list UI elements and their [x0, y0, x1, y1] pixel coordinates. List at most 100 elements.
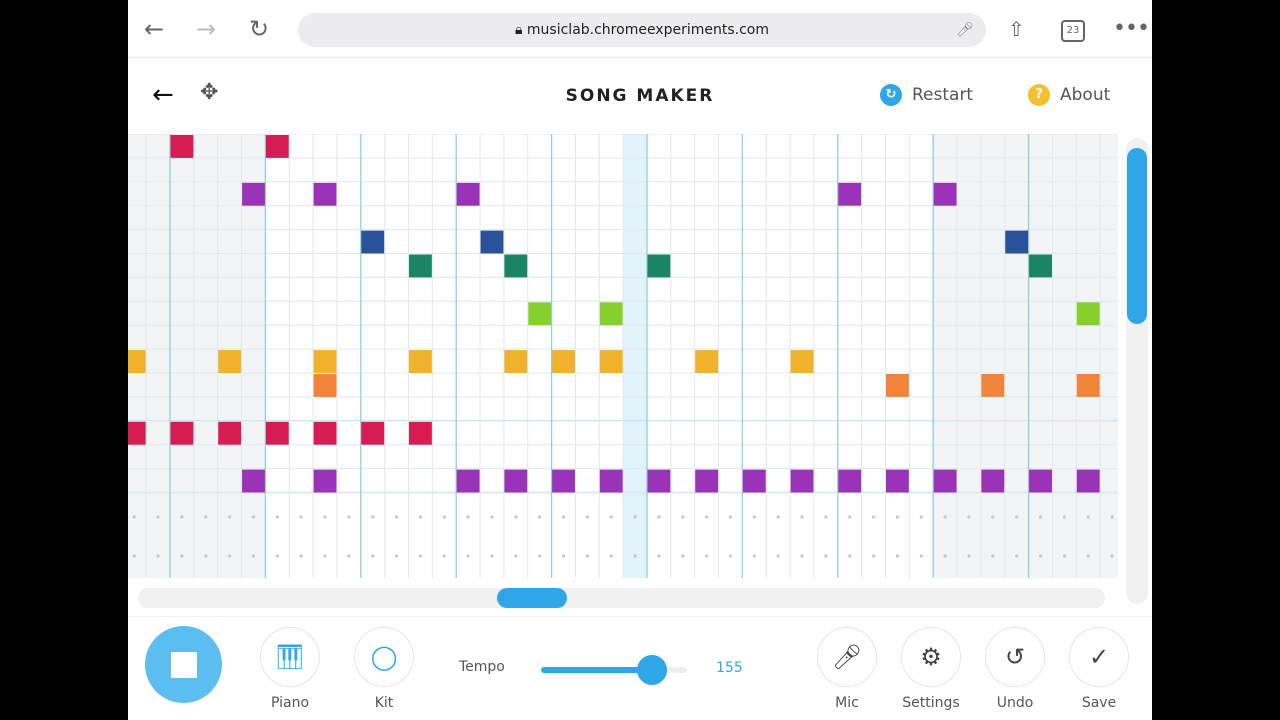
move-icon[interactable]: ✥ [200, 80, 219, 105]
note[interactable] [128, 350, 146, 373]
note[interactable] [480, 230, 504, 254]
about-button[interactable]: ? About [1028, 84, 1110, 106]
kit-button[interactable]: ◯ Kit [354, 627, 414, 711]
note[interactable] [242, 182, 265, 206]
note[interactable] [599, 469, 623, 493]
tempo-slider[interactable] [541, 655, 687, 685]
percussion-dot [681, 554, 685, 558]
percussion-dot [228, 554, 232, 558]
note[interactable] [1029, 254, 1052, 278]
percussion-dot [848, 554, 852, 558]
mic-search-icon[interactable]: 🎤︎ [956, 22, 974, 38]
url-text: musiclab.chromeexperiments.com [526, 22, 769, 38]
about-label: About [1060, 85, 1111, 105]
note[interactable] [742, 469, 766, 493]
note[interactable] [528, 302, 552, 326]
note[interactable] [647, 469, 671, 493]
vertical-scroll-thumb[interactable] [1127, 148, 1147, 324]
horizontal-scrollbar[interactable] [138, 588, 1105, 608]
note[interactable] [695, 350, 719, 373]
note[interactable] [242, 469, 265, 493]
note-grid[interactable] [128, 134, 1118, 578]
note[interactable] [886, 374, 909, 397]
piano-button[interactable]: 🎹︎ Piano [260, 627, 320, 711]
note[interactable] [128, 421, 146, 445]
undo-button[interactable]: ↺ Undo [985, 627, 1045, 711]
note[interactable] [313, 182, 337, 206]
percussion-dot [752, 554, 756, 558]
shaded-column [957, 134, 981, 578]
percussion-dot [514, 515, 518, 519]
percussion-dot [800, 515, 804, 519]
percussion-dot [991, 515, 995, 519]
settings-label: Settings [902, 695, 960, 711]
note[interactable] [981, 469, 1005, 493]
note[interactable] [265, 135, 289, 158]
note[interactable] [1029, 469, 1052, 493]
forward-icon[interactable]: → [196, 15, 217, 43]
note[interactable] [933, 469, 957, 493]
note[interactable] [313, 469, 337, 493]
note[interactable] [1005, 230, 1029, 254]
note[interactable] [409, 254, 432, 278]
percussion-dot [967, 515, 971, 519]
vertical-scrollbar[interactable] [1126, 138, 1148, 604]
note[interactable] [456, 182, 480, 206]
note[interactable] [695, 469, 719, 493]
tempo-slider-thumb[interactable] [636, 655, 667, 685]
restart-button[interactable]: ↻ Restart [880, 84, 973, 106]
note[interactable] [218, 350, 242, 373]
note[interactable] [647, 254, 671, 278]
stop-button[interactable] [145, 626, 222, 703]
note[interactable] [504, 469, 528, 493]
note[interactable] [170, 135, 194, 158]
note[interactable] [504, 254, 528, 278]
note[interactable] [933, 182, 957, 206]
percussion-dot [418, 554, 423, 558]
save-button[interactable]: ✓ Save [1069, 627, 1129, 711]
note[interactable] [552, 469, 575, 493]
note[interactable] [599, 350, 623, 373]
note[interactable] [838, 469, 862, 493]
note[interactable] [265, 421, 289, 445]
note[interactable] [409, 350, 432, 373]
percussion-dot [299, 554, 303, 558]
share-icon[interactable]: ⇧ [1008, 17, 1025, 41]
note[interactable] [838, 182, 862, 206]
note[interactable] [981, 374, 1005, 397]
note[interactable] [1076, 469, 1100, 493]
back-arrow-icon[interactable]: ← [152, 80, 174, 110]
url-bar[interactable]: 🔒︎ musiclab.chromeexperiments.com 🎤︎ [298, 13, 986, 47]
note[interactable] [313, 421, 337, 445]
note[interactable] [886, 469, 909, 493]
note[interactable] [790, 350, 814, 373]
note[interactable] [361, 421, 385, 445]
note[interactable] [409, 421, 432, 445]
horizontal-scroll-thumb[interactable] [497, 588, 567, 608]
note[interactable] [504, 350, 528, 373]
reload-icon[interactable]: ↻ [249, 15, 270, 43]
shaded-column [1052, 134, 1077, 578]
shaded-column [1100, 134, 1118, 578]
tabs-button[interactable]: 23 [1061, 20, 1085, 42]
note[interactable] [456, 469, 480, 493]
note[interactable] [552, 350, 575, 373]
note[interactable] [218, 421, 242, 445]
tempo-slider-fill [541, 667, 652, 673]
settings-button[interactable]: ⚙ Settings [901, 627, 961, 711]
undo-icon: ↺ [985, 627, 1045, 687]
note[interactable] [1076, 302, 1100, 326]
percussion-dot [728, 554, 733, 558]
note[interactable] [599, 302, 623, 326]
note[interactable] [1076, 374, 1100, 397]
note[interactable] [790, 469, 814, 493]
mic-button[interactable]: 🎤︎ Mic [817, 627, 877, 711]
percussion-dot [156, 515, 160, 519]
percussion-dot [633, 554, 637, 558]
more-icon[interactable]: ••• [1113, 16, 1150, 41]
note[interactable] [313, 374, 337, 397]
note[interactable] [170, 421, 194, 445]
back-icon[interactable]: ← [144, 15, 165, 43]
note[interactable] [361, 230, 385, 254]
note[interactable] [313, 350, 337, 373]
